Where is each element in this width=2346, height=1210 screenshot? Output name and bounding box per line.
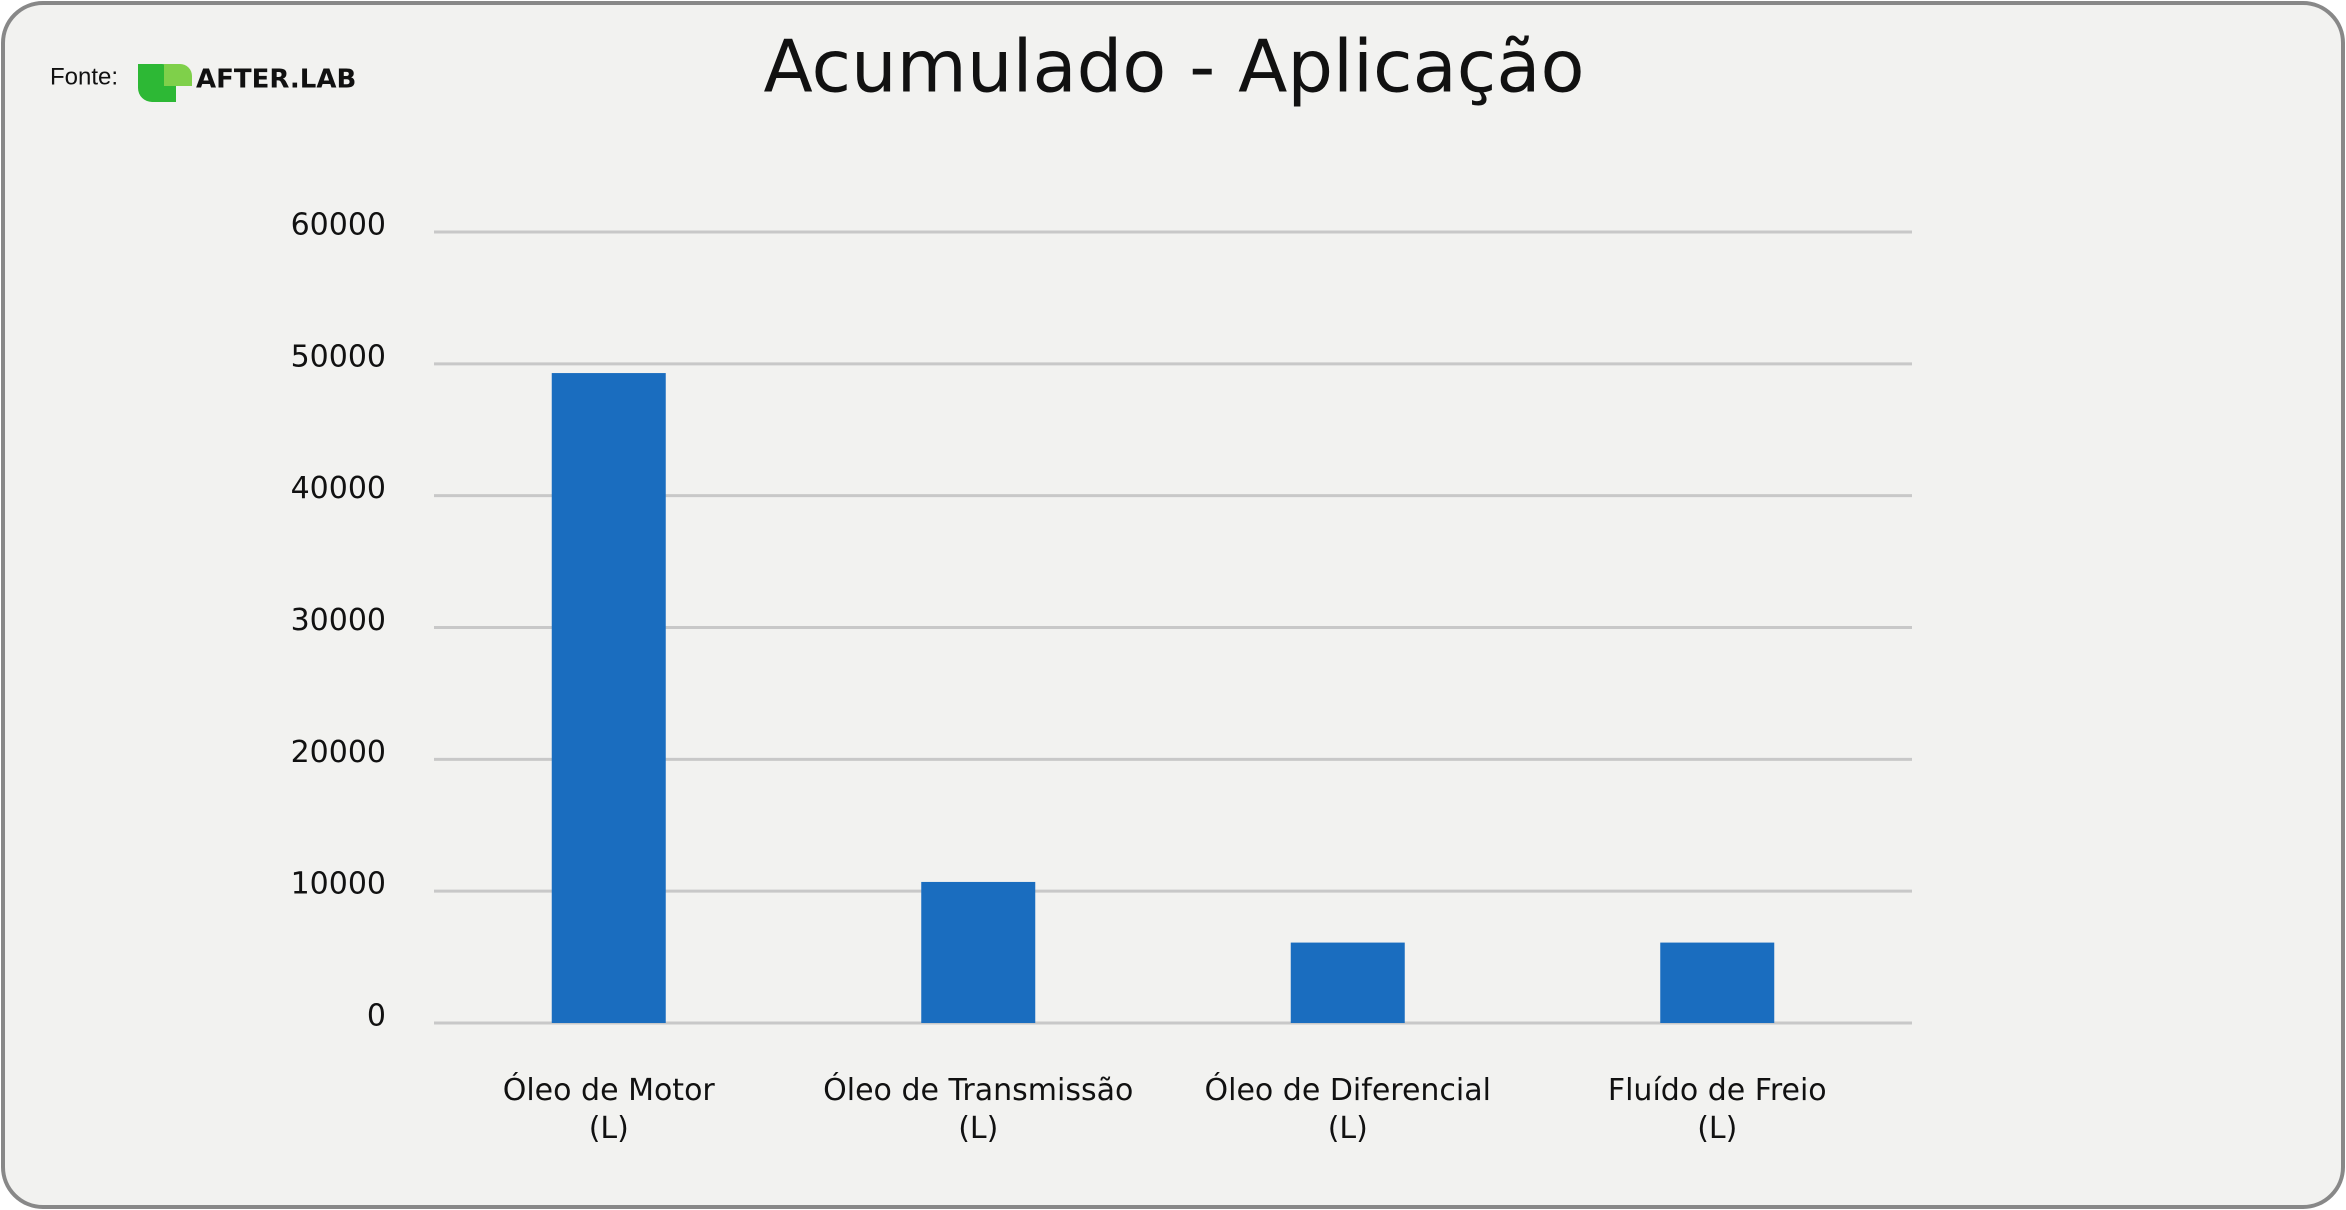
bar [1290, 942, 1405, 1023]
x-tick-label: Fluído de Freio (L) [1607, 1073, 1827, 1146]
y-tick-label: 10000 [291, 867, 386, 902]
y-tick-label: 30000 [291, 603, 386, 638]
chart-title: Acumulado - Aplicação [763, 25, 1584, 109]
source-label: Fonte: [50, 63, 118, 90]
y-tick-label: 0 [367, 999, 386, 1034]
logo-icon [138, 64, 192, 102]
x-tick-label: Óleo de Motor (L) [502, 1073, 715, 1146]
y-tick-label: 60000 [291, 208, 386, 243]
y-tick-label: 20000 [291, 735, 386, 770]
bar [551, 373, 666, 1024]
bar [921, 881, 1036, 1023]
x-tick-label: Óleo de Transmissão (L) [823, 1073, 1134, 1146]
x-tick-label: Óleo de Diferencial (L) [1204, 1073, 1491, 1146]
bar [1660, 942, 1775, 1023]
y-tick-label: 40000 [291, 471, 386, 506]
y-tick-label: 50000 [291, 339, 386, 374]
logo-text: AFTER.LAB [196, 65, 356, 95]
